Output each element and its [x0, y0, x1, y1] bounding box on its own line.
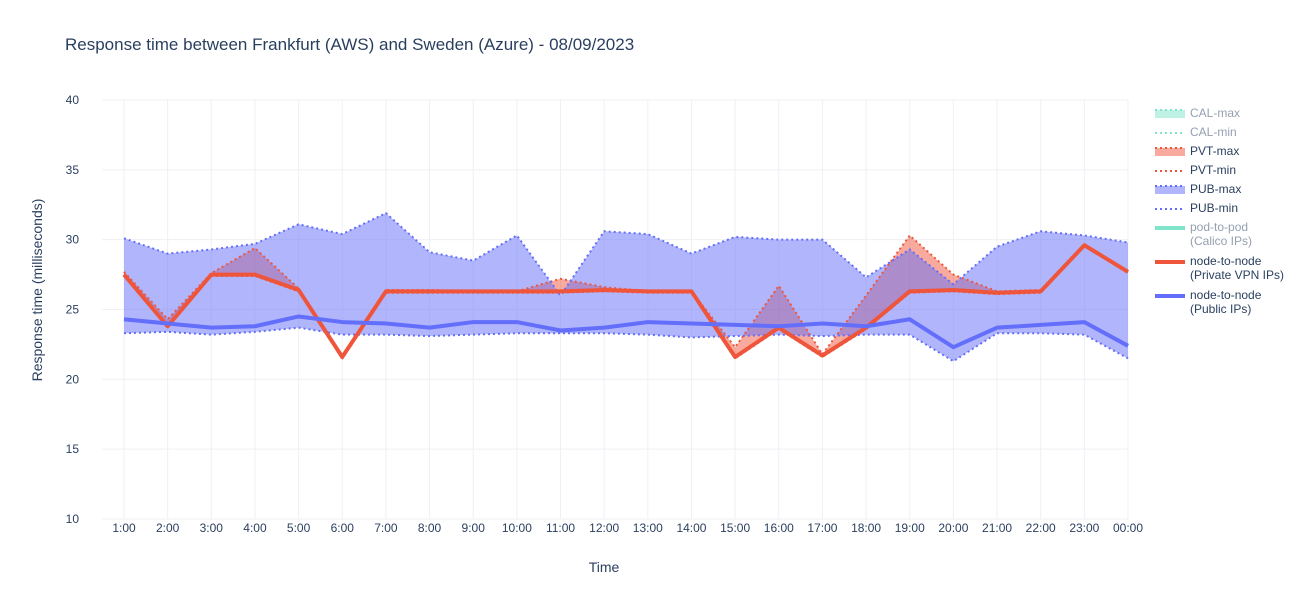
x-tick-label: 2:00 [156, 521, 180, 535]
x-tick-label: 4:00 [243, 521, 267, 535]
x-tick-label: 9:00 [462, 521, 486, 535]
x-tick-label: 23:00 [1069, 521, 1099, 535]
series-line [122, 243, 1130, 359]
y-tick-label: 30 [66, 233, 80, 247]
x-tick-label: 8:00 [418, 521, 442, 535]
y-tick-label: 40 [66, 93, 80, 107]
legend-label[interactable]: node-to-node (Public IPs) [1190, 288, 1262, 316]
legend-label[interactable]: CAL-min [1190, 125, 1237, 139]
y-tick-label: 35 [66, 163, 80, 177]
legend-label[interactable]: PVT-max [1190, 144, 1240, 158]
x-tick-label: 7:00 [374, 521, 398, 535]
x-tick-label: 18:00 [851, 521, 881, 535]
legend-label[interactable]: PUB-min [1190, 201, 1239, 215]
legend-label[interactable]: PUB-max [1190, 182, 1242, 196]
y-axis-title: Response time (milliseconds) [29, 199, 45, 382]
x-tick-label: 12:00 [589, 521, 619, 535]
legend-swatch [1155, 186, 1185, 194]
y-tick-label: 15 [66, 442, 80, 456]
x-tick-label: 1:00 [112, 521, 136, 535]
bound-line [123, 212, 1129, 297]
legend-swatch [1155, 148, 1185, 156]
x-tick-label: 22:00 [1026, 521, 1056, 535]
legend-swatch [1155, 110, 1185, 118]
x-tick-label: 16:00 [764, 521, 794, 535]
x-tick-label: 15:00 [720, 521, 750, 535]
bound-line [123, 326, 1129, 363]
legend-label[interactable]: pod-to-pod (Calico IPs) [1190, 220, 1253, 248]
x-tick-label: 11:00 [546, 521, 575, 535]
x-tick-label: 17:00 [807, 521, 837, 535]
chart-title: Response time between Frankfurt (AWS) an… [65, 35, 634, 54]
x-axis-title: Time [589, 559, 620, 575]
y-tick-label: 10 [66, 512, 80, 526]
legend-label[interactable]: CAL-max [1190, 106, 1241, 120]
legend-label[interactable]: node-to-node (Private VPN IPs) [1190, 254, 1285, 282]
x-tick-label: 5:00 [287, 521, 311, 535]
x-tick-label: 00:00 [1113, 521, 1143, 535]
x-tick-label: 13:00 [633, 521, 663, 535]
series-line [123, 314, 1129, 350]
y-tick-label: 25 [66, 303, 80, 317]
legend-item [1155, 185, 1185, 194]
legend-item [1155, 109, 1185, 118]
x-tick-label: 3:00 [200, 521, 224, 535]
x-tick-label: 6:00 [331, 521, 355, 535]
x-tick-label: 20:00 [938, 521, 968, 535]
x-tick-label: 19:00 [895, 521, 925, 535]
x-tick-label: 10:00 [502, 521, 532, 535]
y-tick-label: 20 [66, 372, 80, 386]
x-tick-label: 14:00 [676, 521, 706, 535]
legend-label[interactable]: PVT-min [1190, 163, 1237, 177]
legend-item [1155, 147, 1185, 156]
x-tick-label: 21:00 [982, 521, 1012, 535]
